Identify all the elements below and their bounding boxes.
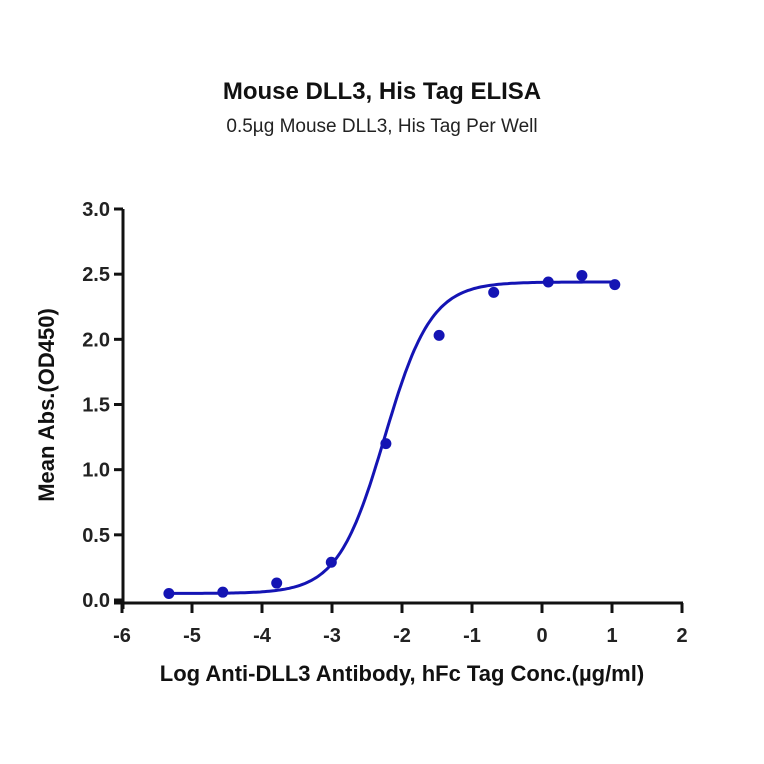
data-point [271,577,283,589]
y-tick-label: 0.5 [82,525,110,547]
data-point [576,269,588,281]
data-point [325,556,337,568]
x-tick-label: -6 [113,625,131,647]
x-axis-label: Log Anti-DLL3 Antibody, hFc Tag Conc.(µg… [160,661,644,686]
chart-title: Mouse DLL3, His Tag ELISA [222,78,542,105]
y-axis-label: Mean Abs.(OD450) [34,308,59,502]
y-tick-label: 0.0 [82,590,110,612]
x-tick-label: -5 [183,625,201,647]
x-tick-label: 1 [606,625,617,647]
y-tick-label: 2.0 [82,329,110,351]
fit-curve-line [168,280,615,595]
data-point [542,276,554,288]
x-tick-label: -2 [393,625,411,647]
y-tick-label: 3.0 [82,199,110,221]
x-tick-label: -1 [463,625,481,647]
fit-curve [168,280,615,595]
data-point [217,586,229,598]
y-tick-label: 1.0 [82,460,110,482]
data-points [163,269,621,599]
data-point [433,329,445,341]
x-tick-label: 0 [536,625,547,647]
chart-subtitle: 0.5µg Mouse DLL3, His Tag Per Well [226,116,538,137]
data-point [163,587,175,599]
x-tick-label: -4 [253,625,272,647]
y-tick-label: 1.5 [82,395,110,417]
data-point [488,286,500,298]
x-tick-label: -3 [323,625,341,647]
x-tick-label: 2 [676,625,687,647]
axes: 0.0 0.5 1.0 1.5 2.0 2.5 3.0 -6 -5 -4 -3 -2 -1 0 1 2 [82,199,687,647]
data-point [609,279,621,291]
data-point [380,438,392,450]
y-tick-label: 2.5 [82,264,110,286]
